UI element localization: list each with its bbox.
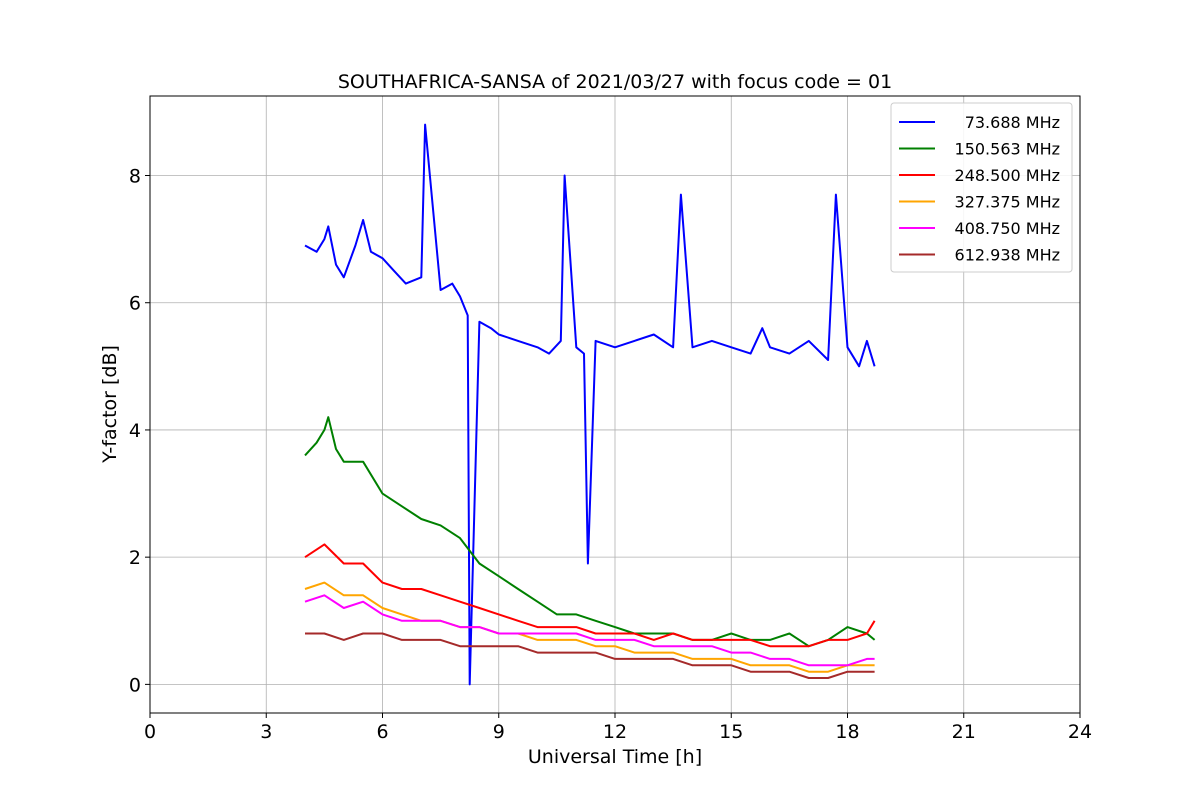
legend-label: 248.500 MHz [955,166,1060,185]
x-tick-label: 3 [260,721,272,743]
legend-label: 408.750 MHz [955,219,1060,238]
x-tick-label: 18 [835,721,859,743]
y-tick-label: 2 [129,547,141,569]
series-line-327-375-mhz [304,581,875,673]
plot-area [304,123,876,686]
x-tick-label: 24 [1068,721,1092,743]
y-tick-label: 4 [129,420,141,442]
legend-label: 73.688 MHz [965,113,1060,132]
legend-label: 327.375 MHz [955,193,1060,212]
series-line-248-500-mhz [304,543,876,648]
y-axis-ticks: 0 2 4 6 8 [129,166,150,696]
x-tick-label: 6 [376,721,388,743]
series-line-612-938-mhz [305,632,875,679]
y-tick-label: 6 [129,293,141,315]
x-tick-label: 21 [952,721,976,743]
y-tick-label: 0 [129,674,141,696]
series-line-73-688-mhz [304,123,876,686]
legend-label: 612.938 MHz [955,246,1060,265]
legend-label: 150.563 MHz [955,140,1060,159]
x-tick-label: 9 [493,721,505,743]
x-axis-ticks: 0 3 6 9 12 15 18 21 24 [144,713,1092,743]
x-tick-label: 12 [603,721,627,743]
y-axis-label: Y-factor [dB] [99,345,121,464]
legend: 73.688 MHz 150.563 MHz 248.500 MHz 327.375 … [890,102,1073,273]
x-tick-label: 15 [719,721,743,743]
chart-title: SOUTHAFRICA-SANSA of 2021/03/27 with foc… [338,71,892,93]
y-tick-label: 8 [129,166,141,188]
series-line-408-750-mhz [304,594,875,667]
x-axis-label: Universal Time [h] [528,746,702,768]
series-line-150-563-mhz [304,416,876,648]
legend-box [890,102,1073,273]
x-tick-label: 0 [144,721,156,743]
